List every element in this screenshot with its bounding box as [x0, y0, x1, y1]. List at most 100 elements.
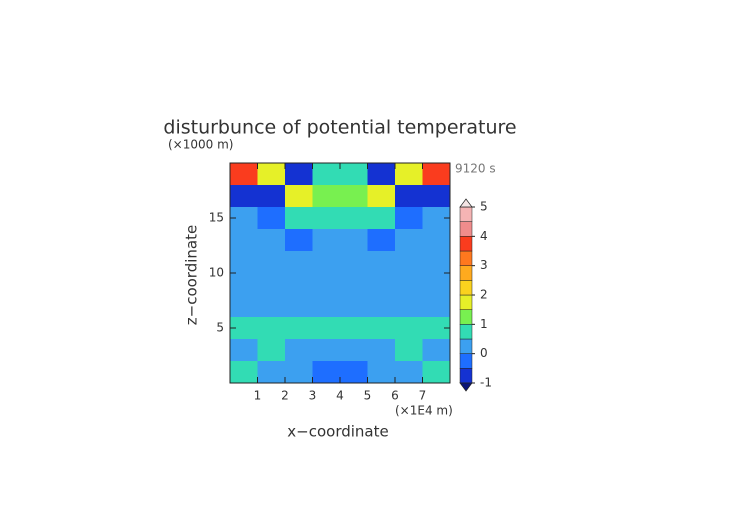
contour-cell: [340, 207, 368, 230]
contour-cell: [257, 317, 286, 340]
contour-cell: [367, 317, 396, 340]
y-tick-label: 10: [209, 266, 224, 280]
contour-cell: [285, 251, 313, 274]
colorbar-label: 2: [480, 288, 488, 302]
contour-cell: [422, 251, 451, 274]
contour-cell: [257, 163, 286, 186]
x-tick-label: 7: [419, 389, 427, 403]
contour-cell: [340, 185, 368, 208]
contour-cell: [340, 163, 368, 186]
contour-cell: [312, 207, 341, 230]
contour-cell: [257, 273, 286, 296]
colorbar-box: [459, 294, 473, 310]
colorbar-box: [459, 280, 473, 296]
x-tick-label: 5: [364, 389, 372, 403]
contour-cell: [230, 273, 258, 296]
contour-cell: [257, 207, 286, 230]
contour-cell: [230, 361, 258, 384]
colorbar-label: -1: [480, 376, 492, 390]
contour-cell: [340, 273, 368, 296]
x-tick-label: 2: [281, 389, 289, 403]
colorbar-over: [459, 198, 473, 208]
contour-cell: [285, 273, 313, 296]
contour-cell: [340, 229, 368, 252]
contour-cell: [312, 185, 341, 208]
contour-cell: [285, 163, 313, 186]
contour-cell: [340, 317, 368, 340]
contour-cell: [422, 295, 451, 318]
contour-cell: [395, 185, 423, 208]
y-tick-label: 5: [216, 321, 224, 335]
colorbar-under: [459, 382, 473, 392]
contour-cell: [422, 361, 451, 384]
contour-cell: [422, 229, 451, 252]
contour-cell: [230, 339, 258, 362]
contour-cell: [285, 207, 313, 230]
contour-cell: [422, 317, 451, 340]
contour-cell: [422, 163, 451, 186]
colorbar-label: 0: [480, 346, 488, 360]
x-axis-label: x−coordinate: [287, 423, 388, 441]
colorbar-box: [459, 265, 473, 281]
contour-cell: [312, 339, 341, 362]
contour-cell: [312, 361, 341, 384]
contour-cell: [285, 185, 313, 208]
colorbar-label: 4: [480, 229, 488, 243]
contour-cell: [340, 339, 368, 362]
chart-title: disturbunce of potential temperature: [163, 117, 516, 139]
contour-cell: [230, 207, 258, 230]
contour-cell: [257, 361, 286, 384]
contour-cell: [395, 317, 423, 340]
colorbar-box: [459, 236, 473, 252]
x-tick-label: 4: [336, 389, 344, 403]
contour-cell: [285, 295, 313, 318]
contour-cell: [395, 229, 423, 252]
contour-cell: [257, 295, 286, 318]
contour-cell: [395, 273, 423, 296]
contour-cell: [230, 295, 258, 318]
contour-cell: [395, 295, 423, 318]
contour-cell: [367, 295, 396, 318]
colorbar-box: [459, 309, 473, 325]
colorbar-box: [459, 221, 473, 237]
contour-cell: [395, 251, 423, 274]
colorbar-box: [459, 324, 473, 340]
contour-cell: [422, 339, 451, 362]
contour-cell: [257, 185, 286, 208]
contour-cell: [367, 185, 396, 208]
contour-cell: [340, 361, 368, 384]
contour-cell: [312, 229, 341, 252]
contour-cell: [367, 229, 396, 252]
colorbar-box: [459, 250, 473, 266]
contour-cell: [230, 185, 258, 208]
contour-cell: [257, 251, 286, 274]
contour-cell: [312, 317, 341, 340]
contour-cell: [312, 295, 341, 318]
colorbar-label: 3: [480, 258, 488, 272]
contour-cell: [285, 361, 313, 384]
y-axis-label: z−coordinate: [183, 225, 201, 325]
colorbar-box: [459, 368, 473, 384]
y-tick-label: 15: [209, 211, 224, 225]
contour-cell: [312, 163, 341, 186]
contour-cell: [422, 273, 451, 296]
colorbar-box: [459, 206, 473, 222]
x-tick-label: 6: [391, 389, 399, 403]
contour-cell: [395, 339, 423, 362]
contour-cell: [422, 207, 451, 230]
colorbar-box: [459, 338, 473, 354]
contour-cell: [367, 251, 396, 274]
contour-cell: [285, 317, 313, 340]
contour-cell: [340, 251, 368, 274]
contour-cell: [367, 273, 396, 296]
contour-cell: [367, 207, 396, 230]
x-unit: (×1E4 m): [395, 404, 453, 418]
x-tick-label: 3: [309, 389, 317, 403]
contour-cell: [395, 361, 423, 384]
contour-cell: [285, 229, 313, 252]
contour-cell: [367, 361, 396, 384]
contour-cell: [230, 229, 258, 252]
contour-cell: [230, 251, 258, 274]
contour-cell: [340, 295, 368, 318]
